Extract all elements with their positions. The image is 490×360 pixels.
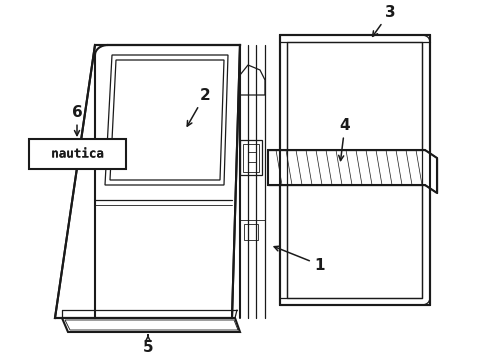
Polygon shape bbox=[55, 45, 240, 318]
Text: 3: 3 bbox=[372, 5, 395, 36]
Polygon shape bbox=[287, 42, 422, 298]
Text: 4: 4 bbox=[339, 117, 350, 161]
Polygon shape bbox=[280, 35, 430, 305]
FancyBboxPatch shape bbox=[29, 139, 126, 169]
Polygon shape bbox=[110, 60, 224, 180]
Text: 5: 5 bbox=[143, 335, 153, 356]
Polygon shape bbox=[268, 150, 437, 193]
Text: nautica: nautica bbox=[51, 148, 104, 161]
Text: 6: 6 bbox=[72, 104, 82, 135]
Polygon shape bbox=[62, 318, 240, 332]
Bar bbox=[248, 152, 256, 162]
Text: 2: 2 bbox=[187, 87, 210, 126]
Text: 1: 1 bbox=[274, 246, 325, 273]
Polygon shape bbox=[105, 55, 228, 185]
Bar bbox=[244, 224, 258, 240]
